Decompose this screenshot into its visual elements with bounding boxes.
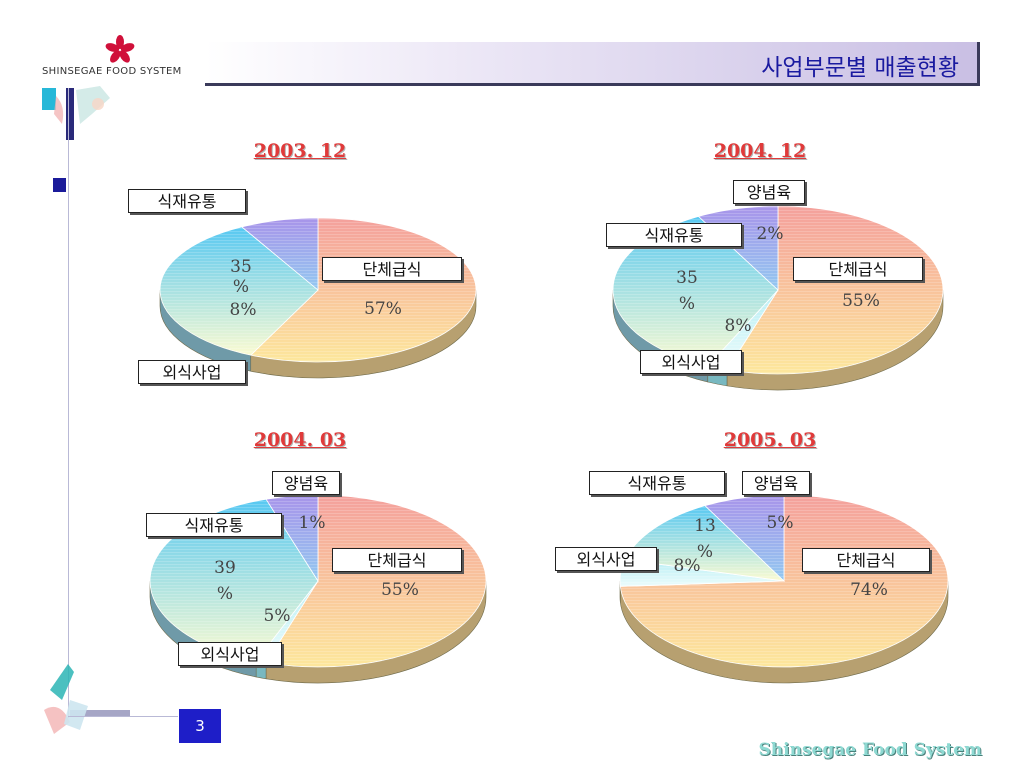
category-label-seasoning: 양념육 (742, 471, 810, 495)
chart-title: 2004. 03 (253, 429, 347, 451)
category-label-group-meal: 단체급식 (802, 548, 930, 572)
category-label-food-distribution: 식재유통 (589, 471, 725, 495)
decorative-graphic-bottom-icon (44, 664, 130, 734)
value-label: 8% (673, 556, 701, 576)
company-logo-text: SHINSEGAE FOOD SYSTEM (42, 66, 182, 77)
value-label: 74% (850, 580, 888, 600)
category-label-group-meal: 단체급식 (322, 257, 462, 281)
value-label: 35% (676, 268, 698, 314)
category-label-dining: 외식사업 (555, 547, 657, 571)
value-label: 55% (381, 580, 419, 600)
page-title: 사업부문별 매출현황 (761, 55, 959, 81)
value-label: 55% (842, 291, 880, 311)
value-label: 8% (229, 300, 257, 320)
pie-texture (620, 495, 948, 667)
value-label: 8% (724, 316, 752, 336)
value-label: 2% (756, 224, 784, 244)
value-label: 57% (364, 299, 402, 319)
pie-texture (150, 495, 486, 667)
page-number: 3 (179, 709, 221, 743)
pie-texture (613, 206, 943, 374)
title-bar: 사업부문별 매출현황 (205, 42, 980, 86)
value-label: 1% (298, 513, 326, 533)
category-label-group-meal: 단체급식 (793, 257, 923, 281)
chart-title: 2003. 12 (253, 140, 347, 162)
pie-texture (160, 218, 476, 362)
value-label: 13% (694, 516, 716, 562)
category-label-seasoning: 양념육 (733, 180, 805, 204)
decorative-graphic-top-icon (42, 86, 110, 140)
category-label-food-distribution: 식재유통 (606, 223, 742, 247)
footer-brand: Shinsegae Food System (758, 740, 982, 760)
decorative-square (53, 178, 66, 192)
decorative-horizontal-line (68, 716, 178, 717)
company-logo-icon (105, 35, 135, 63)
category-label-dining: 외식사업 (138, 360, 246, 384)
category-label-group-meal: 단체급식 (332, 548, 462, 572)
category-label-food-distribution: 식재유통 (128, 189, 246, 213)
category-label-dining: 외식사업 (640, 350, 742, 374)
category-label-dining: 외식사업 (178, 642, 282, 666)
category-label-food-distribution: 식재유통 (146, 513, 282, 537)
value-label: 39% (214, 558, 236, 604)
chart-title: 2005. 03 (723, 429, 817, 451)
value-label: 5% (263, 606, 291, 626)
chart-title: 2004. 12 (713, 140, 807, 162)
decorative-vertical-line (68, 88, 69, 718)
value-label: 5% (766, 513, 794, 533)
category-label-seasoning: 양념육 (272, 471, 340, 495)
value-label: 35% (230, 257, 252, 297)
